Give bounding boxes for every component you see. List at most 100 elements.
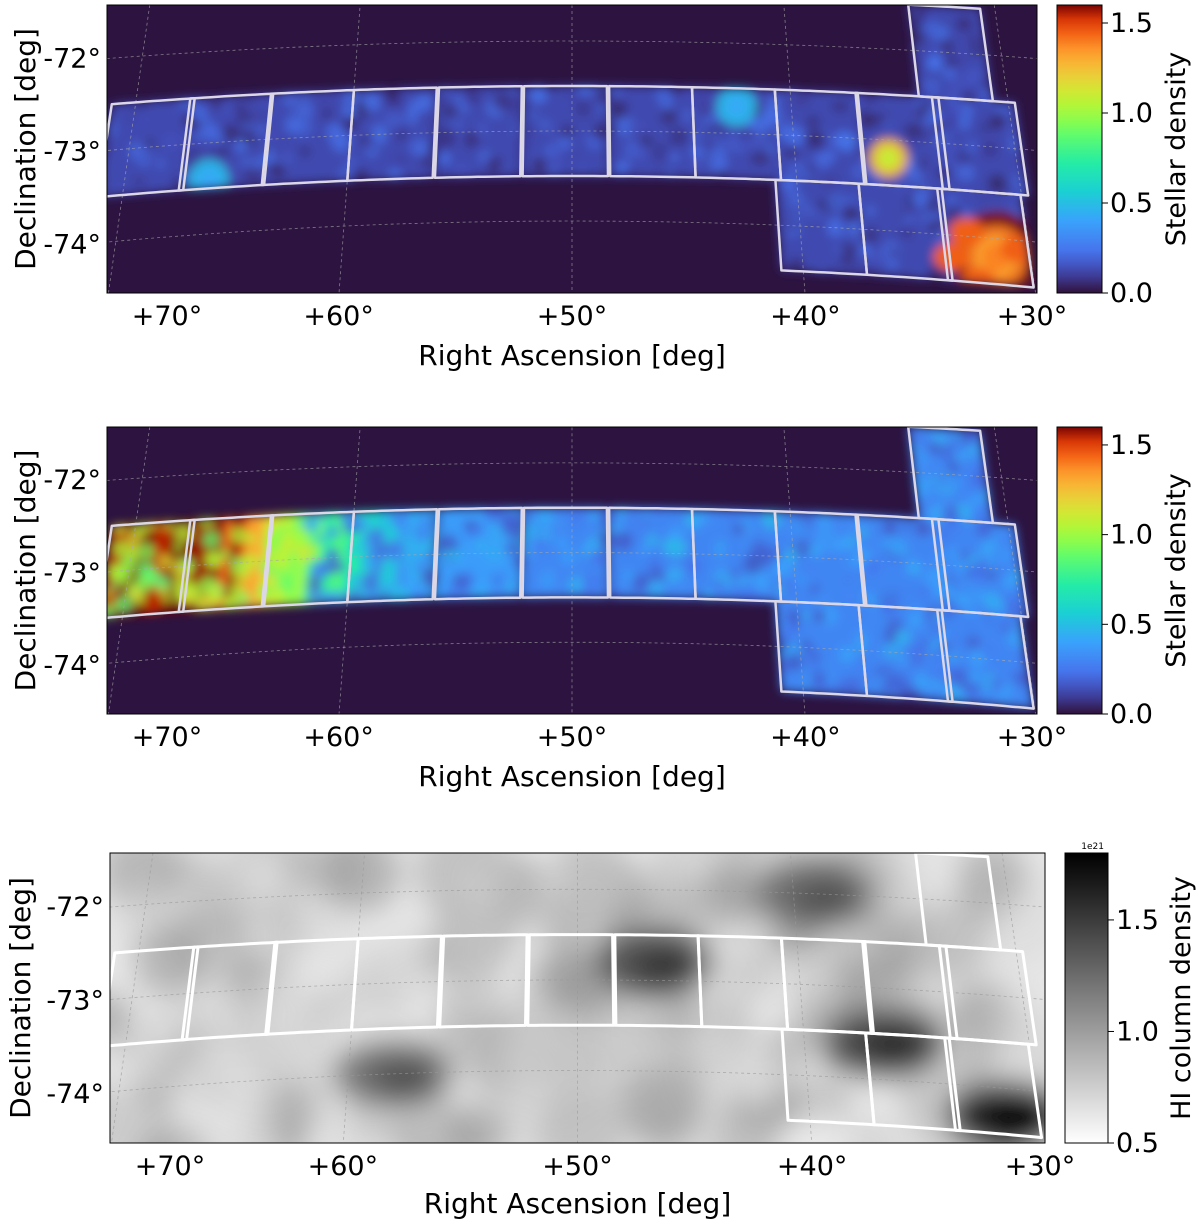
noise-blob (533, 539, 545, 551)
noise-blob (957, 54, 966, 63)
noise-blob (959, 550, 970, 560)
x-tick-label: +60° (308, 1151, 378, 1182)
noise-blob (928, 442, 942, 455)
noise-blob (785, 147, 797, 159)
noise-blob (417, 510, 434, 528)
noise-blob (292, 530, 309, 547)
noise-blob (813, 609, 826, 623)
x-tick-label: +40° (770, 301, 840, 332)
noise-blob (397, 152, 409, 164)
noise-blob (413, 140, 431, 157)
noise-blob (567, 88, 579, 100)
x-tick-label: +60° (303, 301, 373, 332)
noise-blob (819, 512, 830, 524)
noise-blob (841, 254, 852, 266)
noise-blob (618, 508, 627, 517)
hi-dark-region (372, 1058, 437, 1099)
noise-blob (942, 505, 959, 522)
noise-blob (835, 679, 850, 695)
noise-blob (121, 555, 138, 572)
noise-blob (265, 551, 285, 571)
noise-blob (746, 133, 767, 154)
noise-blob (959, 593, 973, 607)
noise-blob (272, 147, 283, 158)
noise-blob (708, 512, 726, 531)
noise-blob (846, 537, 857, 547)
noise-blob (859, 529, 869, 538)
noise-blob (275, 109, 289, 123)
noise-blob (660, 108, 677, 125)
hi-blob (732, 1056, 780, 1103)
density-peak (933, 242, 970, 271)
noise-blob (590, 549, 606, 565)
colorbar-tick-label: 1.5 (1110, 8, 1153, 39)
noise-blob (126, 545, 139, 558)
noise-blob (830, 236, 844, 249)
density-peak (732, 102, 741, 111)
noise-blob (698, 150, 710, 162)
y-tick-label: -73° (46, 985, 104, 1016)
noise-blob (946, 547, 962, 563)
panel-1: +70° +60° +50° +40° +30° -72° -73° -74° Right As… (9, 4, 1192, 372)
colorbar-label: Stellar density (1161, 52, 1192, 247)
noise-blob (905, 640, 923, 658)
x-tick-label: +50° (537, 722, 607, 753)
noise-blob (631, 573, 651, 592)
noise-blob (417, 109, 435, 127)
noise-blob (116, 596, 133, 613)
noise-blob (327, 526, 340, 539)
noise-blob (486, 156, 503, 173)
noise-blob (361, 572, 381, 592)
noise-blob (465, 529, 477, 541)
noise-blob (548, 166, 559, 178)
noise-blob (557, 571, 569, 583)
plot-frame (106, 4, 1038, 294)
noise-blob (985, 673, 994, 682)
noise-blob (569, 509, 585, 524)
noise-blob (995, 684, 1013, 703)
noise-blob (871, 614, 884, 626)
y-tick-label: -73° (43, 558, 101, 589)
plot-area (107, 427, 1037, 714)
x-tick-label: +50° (542, 1151, 612, 1182)
noise-blob (981, 682, 992, 693)
noise-blob (242, 120, 251, 130)
colorbar-tick-label: 0.0 (1110, 278, 1153, 309)
noise-blob (972, 567, 985, 581)
noise-blob (505, 520, 525, 540)
noise-blob (799, 655, 817, 673)
noise-blob (222, 125, 238, 141)
noise-blob (967, 33, 982, 48)
noise-blob (826, 192, 845, 211)
noise-blob (741, 128, 751, 138)
noise-blob (421, 583, 431, 592)
noise-blob (622, 570, 636, 583)
ra-grid-line (993, 5, 1036, 293)
hi-blob (774, 946, 841, 1013)
noise-blob (694, 92, 710, 108)
noise-blob (621, 582, 631, 591)
noise-blob (918, 79, 929, 91)
noise-blob (904, 226, 915, 238)
noise-blob (884, 631, 896, 644)
noise-blob (530, 156, 548, 174)
noise-blob (199, 121, 219, 141)
noise-blob (957, 17, 971, 31)
colorbar (1056, 4, 1103, 294)
noise-blob (941, 532, 950, 541)
noise-blob (445, 525, 454, 534)
noise-blob (847, 232, 861, 246)
noise-blob (850, 260, 859, 270)
noise-blob (618, 160, 630, 172)
dec-grid-line (107, 462, 1037, 481)
noise-blob (988, 173, 1008, 193)
x-axis-label: Right Ascension [deg] (418, 760, 726, 793)
plot-frame (109, 852, 1046, 1144)
noise-blob (633, 144, 650, 161)
noise-blob (665, 573, 676, 583)
hi-blob (919, 915, 991, 987)
noise-blob (331, 132, 351, 152)
density-peak (884, 154, 893, 163)
noise-blob (838, 133, 858, 152)
field-outline (521, 506, 610, 599)
